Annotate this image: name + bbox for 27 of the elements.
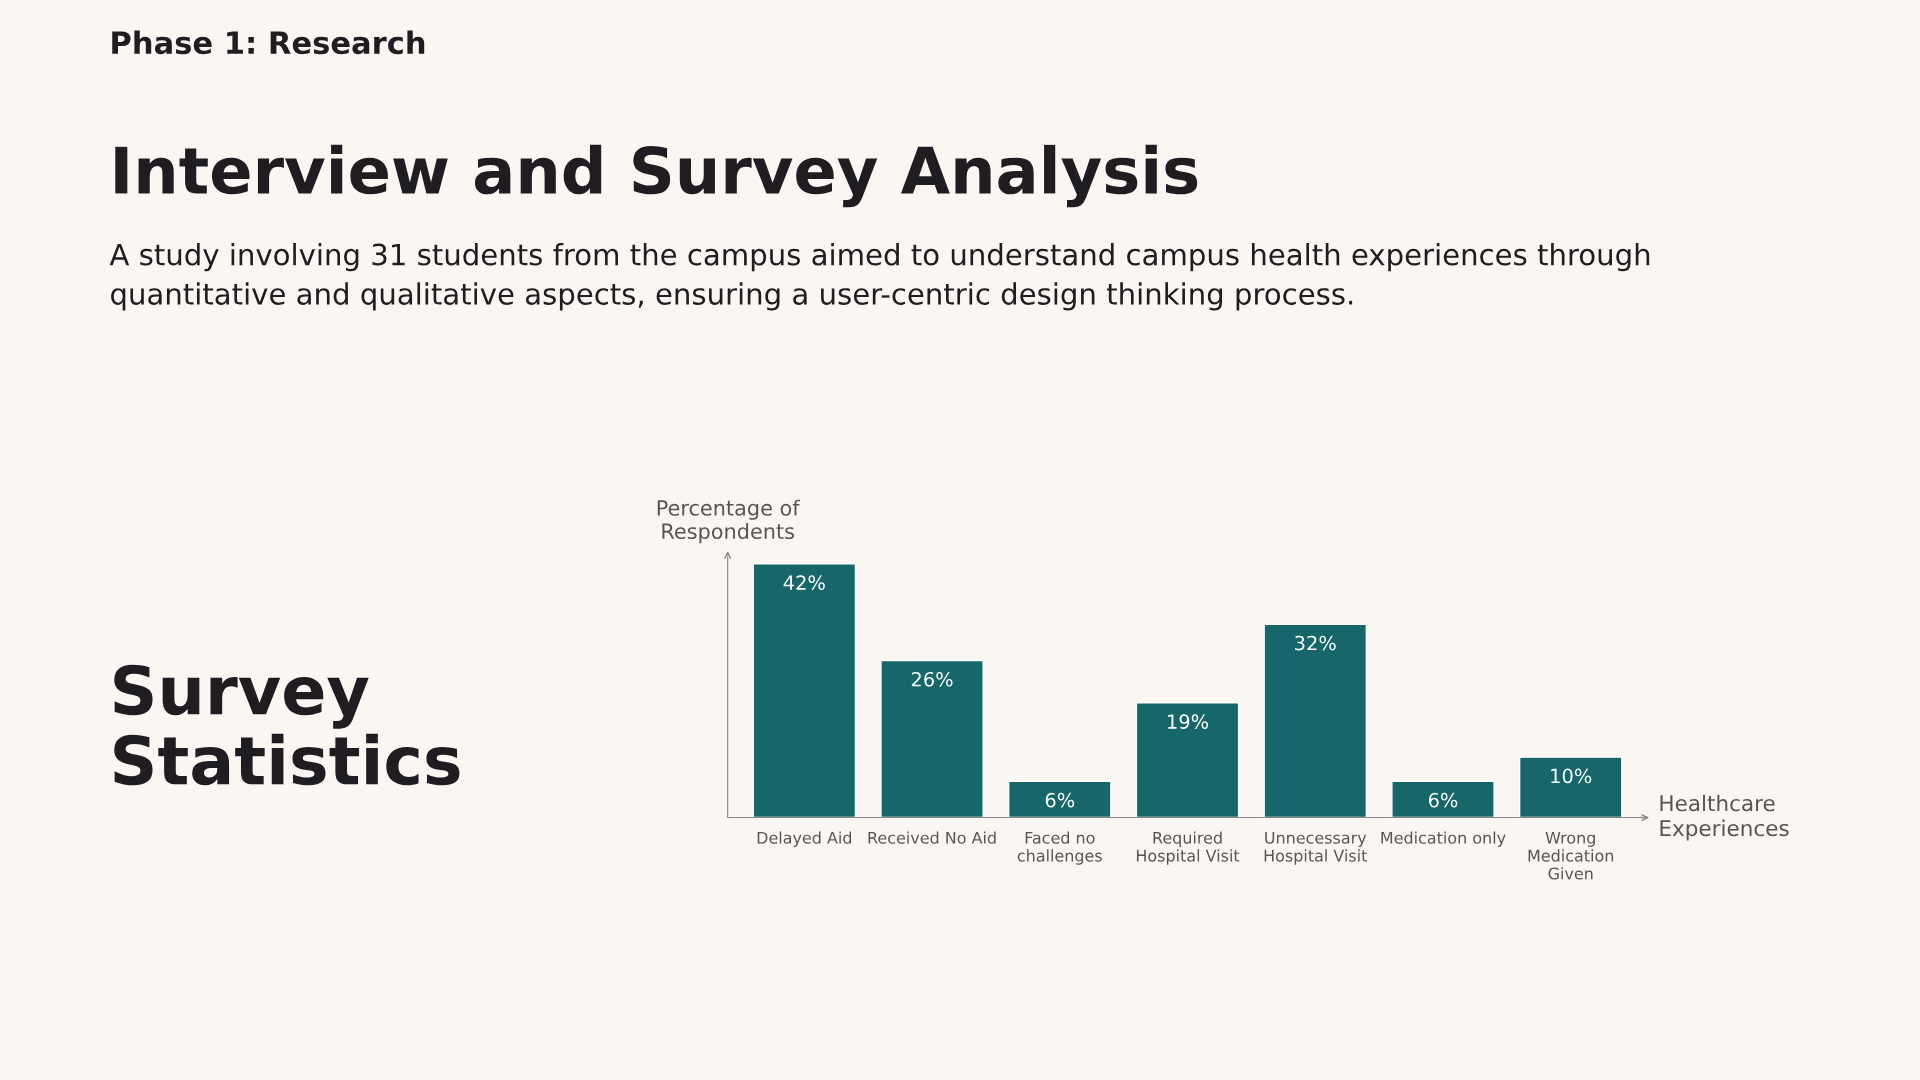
data-label: 26% <box>911 671 953 687</box>
data-label: 6% <box>1045 792 1075 808</box>
bar <box>752 563 857 818</box>
data-label: 19% <box>1168 714 1209 729</box>
x-tick-label: Received No Aid <box>868 831 996 844</box>
bar <box>1007 780 1112 818</box>
chart-subtitle: A study involving 31 students from the campus aimed to understand campus health experiences through quantitative and qualitative aspects, ensuring a user-centric design thinking process. <box>109 243 1650 311</box>
x-tick-label: Required Hospital Visit <box>1136 831 1240 865</box>
data-label: 32% <box>1295 635 1336 651</box>
chart-title: Interview and Survey Analysis <box>115 144 1198 208</box>
bar <box>1391 780 1495 818</box>
y-axis-title: Percentage of Respondents <box>657 499 801 544</box>
bar <box>1518 756 1623 818</box>
text: Survey Statistics <box>114 664 460 786</box>
bar <box>1135 702 1240 818</box>
data-label: 42% <box>783 575 825 590</box>
data-label: 10% <box>1551 768 1592 784</box>
x-tick-label: Medication only <box>1381 831 1506 847</box>
text: Phase 1: Research <box>112 30 425 55</box>
x-tick-label: Delayed Aid <box>757 831 852 847</box>
bar <box>1263 623 1368 818</box>
bar <box>880 659 984 818</box>
data-label: 6% <box>1428 792 1458 808</box>
x-axis-title: Healthcare Experiences <box>1660 794 1789 841</box>
x-tick-label: Faced no challenges <box>1017 831 1102 865</box>
x-tick-label: Wrong Medication Given <box>1528 831 1614 880</box>
x-tick-label: Unnecessary Hospital Visit <box>1264 831 1368 865</box>
